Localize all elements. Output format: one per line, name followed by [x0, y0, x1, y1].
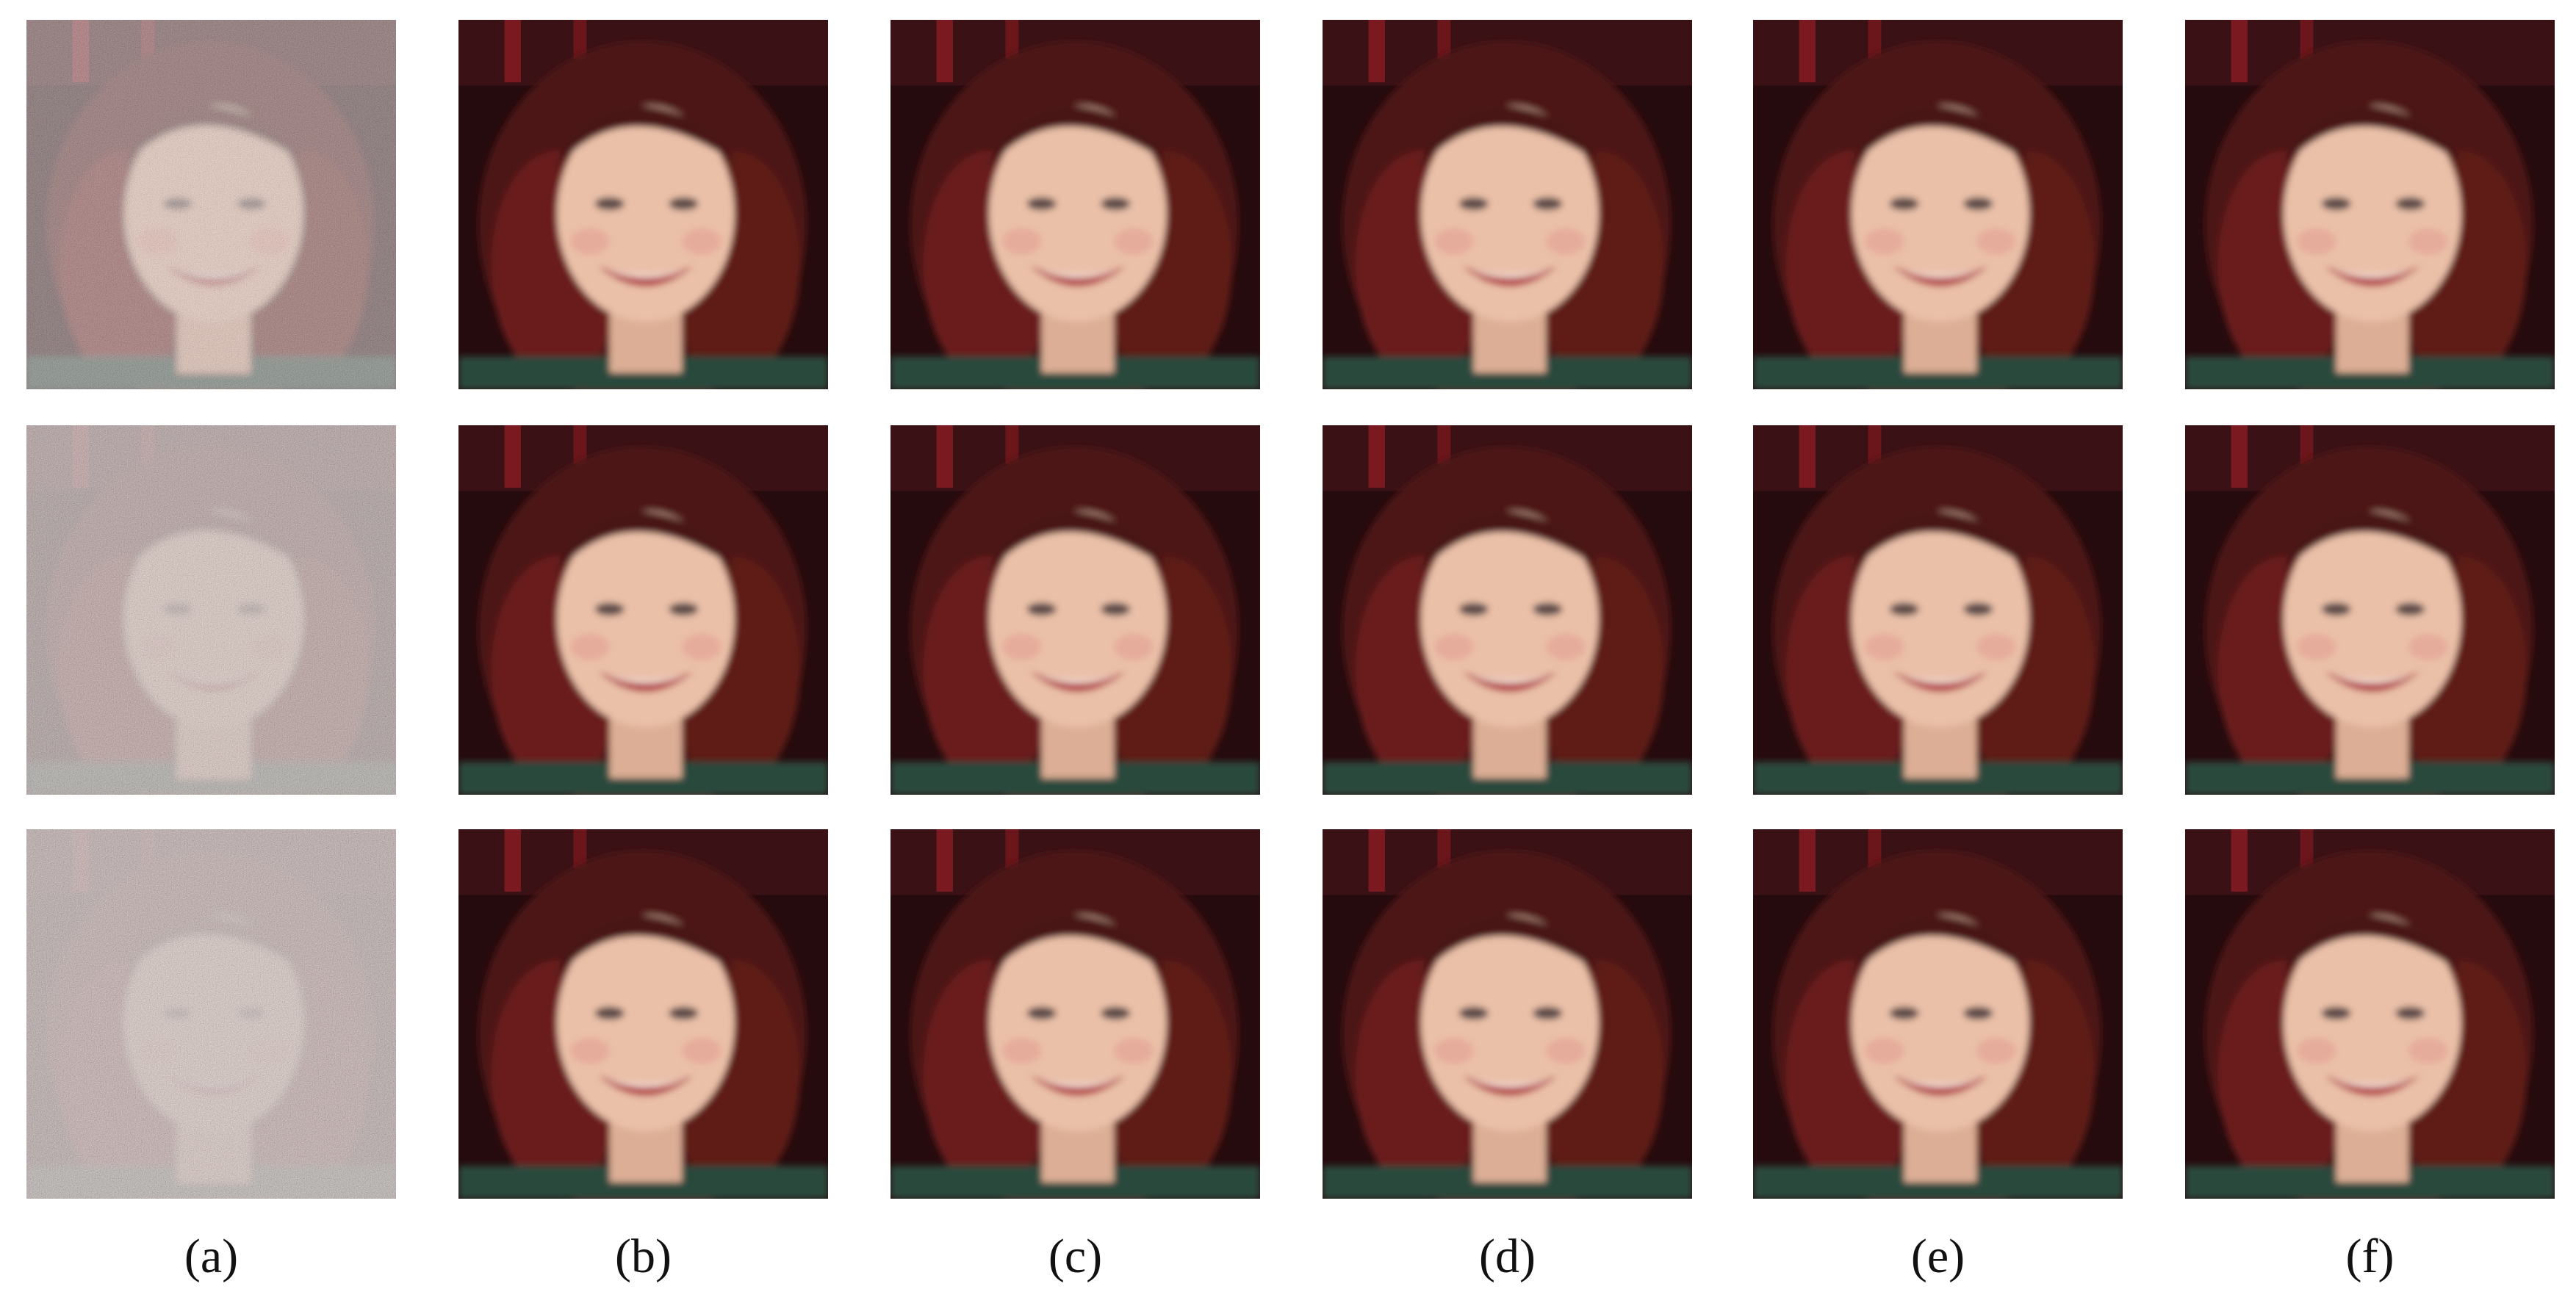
- image-panel: [1753, 829, 2123, 1219]
- face-image: [458, 20, 828, 409]
- face-image: [1753, 20, 2123, 409]
- image-panel: [26, 829, 396, 1199]
- panel-label: (e): [1911, 1230, 1965, 1283]
- image-panel: [891, 829, 1260, 1219]
- panel-label: (d): [1479, 1230, 1536, 1283]
- noise-overlay: [26, 425, 396, 795]
- image-panel: [26, 20, 396, 389]
- noise-overlay: [26, 829, 396, 1199]
- image-panel: [26, 425, 396, 795]
- panel-label: (f): [2346, 1230, 2395, 1283]
- face-image: [1753, 829, 2123, 1219]
- face-image: [891, 20, 1260, 409]
- face-image: [2185, 829, 2555, 1219]
- image-panel: [1753, 20, 2123, 409]
- noise-overlay: [26, 20, 396, 389]
- image-panel: [458, 829, 828, 1219]
- face-image: [891, 829, 1260, 1219]
- image-panel: [2185, 829, 2555, 1219]
- face-image: [1323, 425, 1692, 815]
- panel-label: (c): [1048, 1230, 1102, 1283]
- face-image: [458, 829, 828, 1219]
- panel-label: (a): [184, 1230, 238, 1283]
- image-panel: [891, 425, 1260, 815]
- image-panel: [458, 425, 828, 815]
- image-panel: [2185, 425, 2555, 815]
- face-image: [1323, 829, 1692, 1219]
- image-panel: [1323, 829, 1692, 1219]
- image-panel: [2185, 20, 2555, 409]
- face-image: [2185, 425, 2555, 815]
- image-panel: [1753, 425, 2123, 815]
- face-image: [1753, 425, 2123, 815]
- face-image: [2185, 20, 2555, 409]
- panel-label: (b): [615, 1230, 672, 1283]
- image-panel: [891, 20, 1260, 409]
- image-panel: [458, 20, 828, 409]
- face-image: [891, 425, 1260, 815]
- face-image: [1323, 20, 1692, 409]
- image-panel: [1323, 20, 1692, 409]
- face-image: [458, 425, 828, 815]
- image-panel: [1323, 425, 1692, 815]
